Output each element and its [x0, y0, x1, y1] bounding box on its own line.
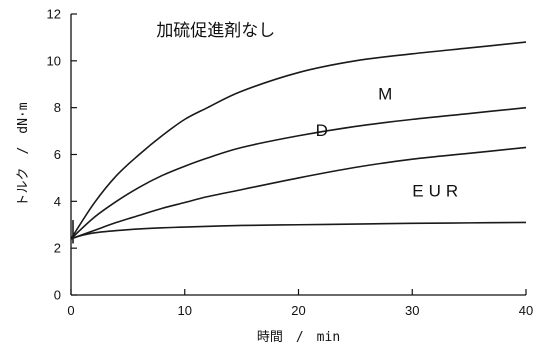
x-axis-title: 時間 / min	[257, 330, 340, 345]
x-tick-label: 40	[519, 303, 533, 318]
series-line-3	[70, 221, 527, 240]
series-label: M	[378, 84, 392, 103]
series-line-2	[70, 146, 527, 240]
series-label: D	[316, 121, 328, 140]
y-tick-label: 10	[47, 53, 61, 68]
y-tick-label: 6	[54, 147, 61, 162]
x-tick-label: 0	[67, 303, 74, 318]
y-tick-label: 2	[54, 241, 61, 256]
axis-tick-labels: 0 2 4 6 8 10 12 0 10 20 30 40	[47, 7, 534, 319]
series-lines	[70, 41, 527, 244]
y-tick-label: 4	[54, 194, 61, 209]
y-tick-label: 0	[54, 288, 61, 303]
y-axis-title: トルク / dN·m	[16, 102, 31, 206]
x-tick-label: 20	[291, 303, 305, 318]
x-tick-label: 10	[178, 303, 192, 318]
series-label: 加硫促進剤なし	[156, 21, 275, 40]
x-tick-label: 30	[405, 303, 419, 318]
series-label: EUR	[412, 182, 463, 201]
y-tick-label: 8	[54, 100, 61, 115]
series-line-0	[70, 41, 527, 240]
axis-ticks	[70, 13, 527, 296]
series-labels: 加硫促進剤なし M D EUR	[156, 21, 463, 201]
y-tick-label: 12	[47, 7, 61, 22]
series-line-1	[70, 106, 527, 240]
